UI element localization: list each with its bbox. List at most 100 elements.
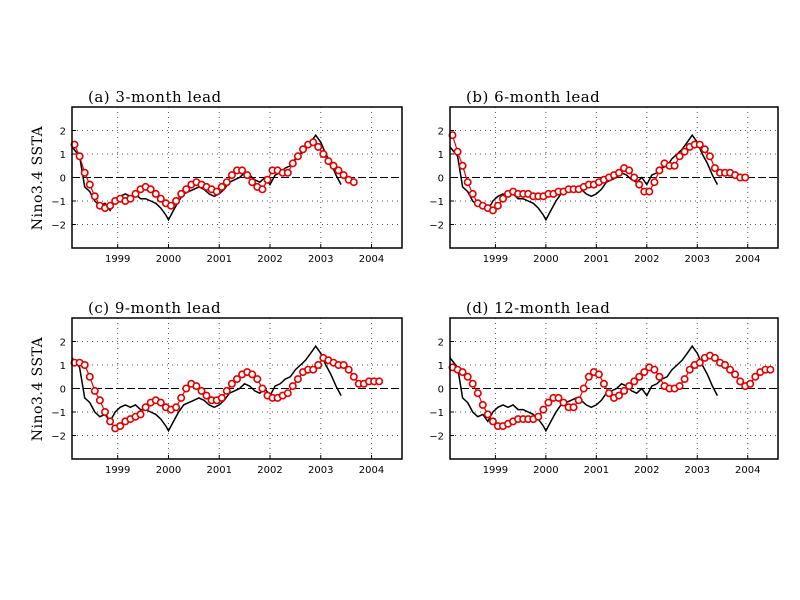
forecast-point (349, 178, 358, 187)
forecast-point (680, 147, 689, 156)
panel-b: (b) 6-month lead −2 −1 0 1 2 1999 2000 2001 2002… (429, 88, 779, 265)
y-tick-label: 2 (60, 127, 66, 138)
y-tick-label: −1 (51, 197, 66, 208)
x-tick-label: 2001 (584, 254, 609, 265)
forecast-point (182, 185, 191, 194)
forecast-point (493, 201, 502, 210)
panel-title: (b) 6-month lead (466, 88, 600, 106)
forecast-point (106, 417, 115, 426)
forecast-point (675, 382, 684, 391)
panel-d: (d) 12-month lead −2 −1 0 1 2 1999 2000 2001 200… (429, 299, 779, 476)
forecast-point (106, 201, 115, 210)
forecast-point (248, 370, 257, 379)
forecast-point (233, 375, 242, 384)
forecast-point (116, 422, 125, 431)
forecast-point (705, 152, 714, 161)
forecast-point (458, 161, 467, 170)
forecast-point (604, 389, 613, 398)
forecast-point (85, 180, 94, 189)
forecast-point (344, 365, 353, 374)
forecast-point (599, 379, 608, 388)
forecast-point (172, 403, 181, 412)
forecast-point (751, 372, 760, 381)
forecast-point (126, 194, 135, 203)
forecast-point (243, 171, 252, 180)
plot-frame (449, 317, 779, 460)
forecast-point (80, 360, 89, 369)
y-axis-label: Nino3.4 SSTA (30, 125, 46, 230)
forecast-point (710, 353, 719, 362)
forecast-point (625, 166, 634, 175)
x-tick-label: 1999 (105, 465, 130, 476)
forecast-point (293, 375, 302, 384)
x-tick-label: 2003 (308, 465, 333, 476)
forecast-point (298, 145, 307, 154)
y-tick-label: 0 (438, 174, 444, 185)
forecast-point (620, 386, 629, 395)
forecast-point (339, 171, 348, 180)
panel-title: (d) 12-month lead (466, 299, 610, 317)
forecast-point (685, 365, 694, 374)
y-tick-label: 1 (60, 150, 66, 161)
forecast-point (146, 185, 155, 194)
forecast-point (458, 368, 467, 377)
x-tick-label: 2003 (685, 465, 710, 476)
y-tick-label: 0 (438, 385, 444, 396)
forecast-point (248, 178, 257, 187)
forecast-point (675, 152, 684, 161)
forecast-point (539, 405, 548, 414)
x-tick-label: 2004 (735, 465, 760, 476)
forecast-point (258, 185, 267, 194)
forecast-point (151, 189, 160, 198)
forecast-point (584, 372, 593, 381)
forecast-point (655, 166, 664, 175)
forecast-point (650, 365, 659, 374)
forecast-point (594, 370, 603, 379)
x-tick-label: 2003 (308, 254, 333, 265)
forecast-point (473, 389, 482, 398)
forecast-point (288, 159, 297, 168)
x-tick-label: 1999 (483, 254, 508, 265)
forecast-point (488, 417, 497, 426)
forecast-point (453, 147, 462, 156)
x-tick-label: 2000 (533, 254, 558, 265)
forecast-point (746, 379, 755, 388)
forecast-point (695, 358, 704, 367)
x-tick-label: 2004 (359, 254, 384, 265)
forecast-point (283, 168, 292, 177)
forecast-point (314, 360, 323, 369)
y-tick-label: −2 (429, 432, 444, 443)
forecast-point (349, 372, 358, 381)
forecast-point (726, 365, 735, 374)
x-tick-label: 1999 (483, 465, 508, 476)
forecast-point (736, 377, 745, 386)
panel-c: (c) 9-month lead Nino3.4 SSTA −2 −1 0 1 2 199… (30, 299, 403, 476)
forecast-point (217, 393, 226, 402)
observed-line (449, 344, 719, 433)
forecast-point (288, 382, 297, 391)
forecast-point (579, 384, 588, 393)
x-tick-label: 2002 (634, 254, 659, 265)
x-tick-label: 2001 (207, 254, 232, 265)
forecast-point (569, 403, 578, 412)
forecast-point (731, 370, 740, 379)
forecast-point (212, 187, 221, 196)
forecast-point (90, 192, 99, 201)
forecast-point (156, 398, 165, 407)
forecast-point (177, 189, 186, 198)
y-tick-label: 0 (60, 174, 66, 185)
y-tick-label: −2 (429, 221, 444, 232)
forecast-point (625, 382, 634, 391)
forecast-point (324, 157, 333, 166)
forecast-point (222, 386, 231, 395)
x-tick-label: 2004 (735, 254, 760, 265)
forecast-point (80, 168, 89, 177)
observed-line (449, 133, 719, 222)
forecast-point (136, 410, 145, 419)
x-tick-label: 2002 (257, 465, 282, 476)
forecast-point (90, 386, 99, 395)
forecast-point (463, 372, 472, 381)
x-tick-label: 1999 (105, 254, 130, 265)
forecast-point (131, 189, 140, 198)
x-tick-label: 2000 (533, 465, 558, 476)
